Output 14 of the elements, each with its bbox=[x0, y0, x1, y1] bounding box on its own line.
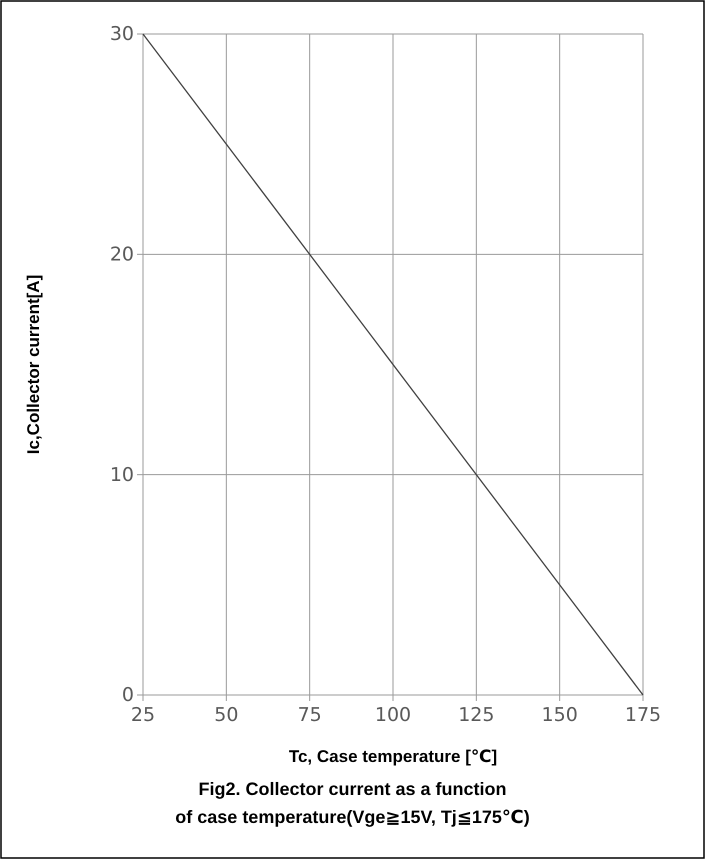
x-tick-label: 175 bbox=[624, 704, 662, 726]
y-tick-label: 0 bbox=[122, 684, 134, 706]
x-tick-label: 100 bbox=[374, 704, 412, 726]
text: Fig2. Collector current as a function of case temperature(Vge≧15V, Tj≦175℃) bbox=[175, 779, 530, 827]
x-axis-title: Tc, Case temperature [℃] bbox=[288, 747, 498, 766]
y-tick-label: 30 bbox=[110, 23, 134, 46]
x-tick-label: 125 bbox=[458, 704, 494, 726]
x-tick-label: 25 bbox=[130, 704, 156, 726]
x-tick-label: 75 bbox=[298, 704, 322, 726]
x-tick-label: 50 bbox=[214, 704, 238, 726]
y-tick-label: 10 bbox=[110, 464, 134, 486]
y-tick-label: 20 bbox=[110, 243, 134, 266]
y-axis-title: Ic,Collector current[A] bbox=[24, 274, 43, 454]
x-tick-label: 150 bbox=[542, 704, 578, 726]
